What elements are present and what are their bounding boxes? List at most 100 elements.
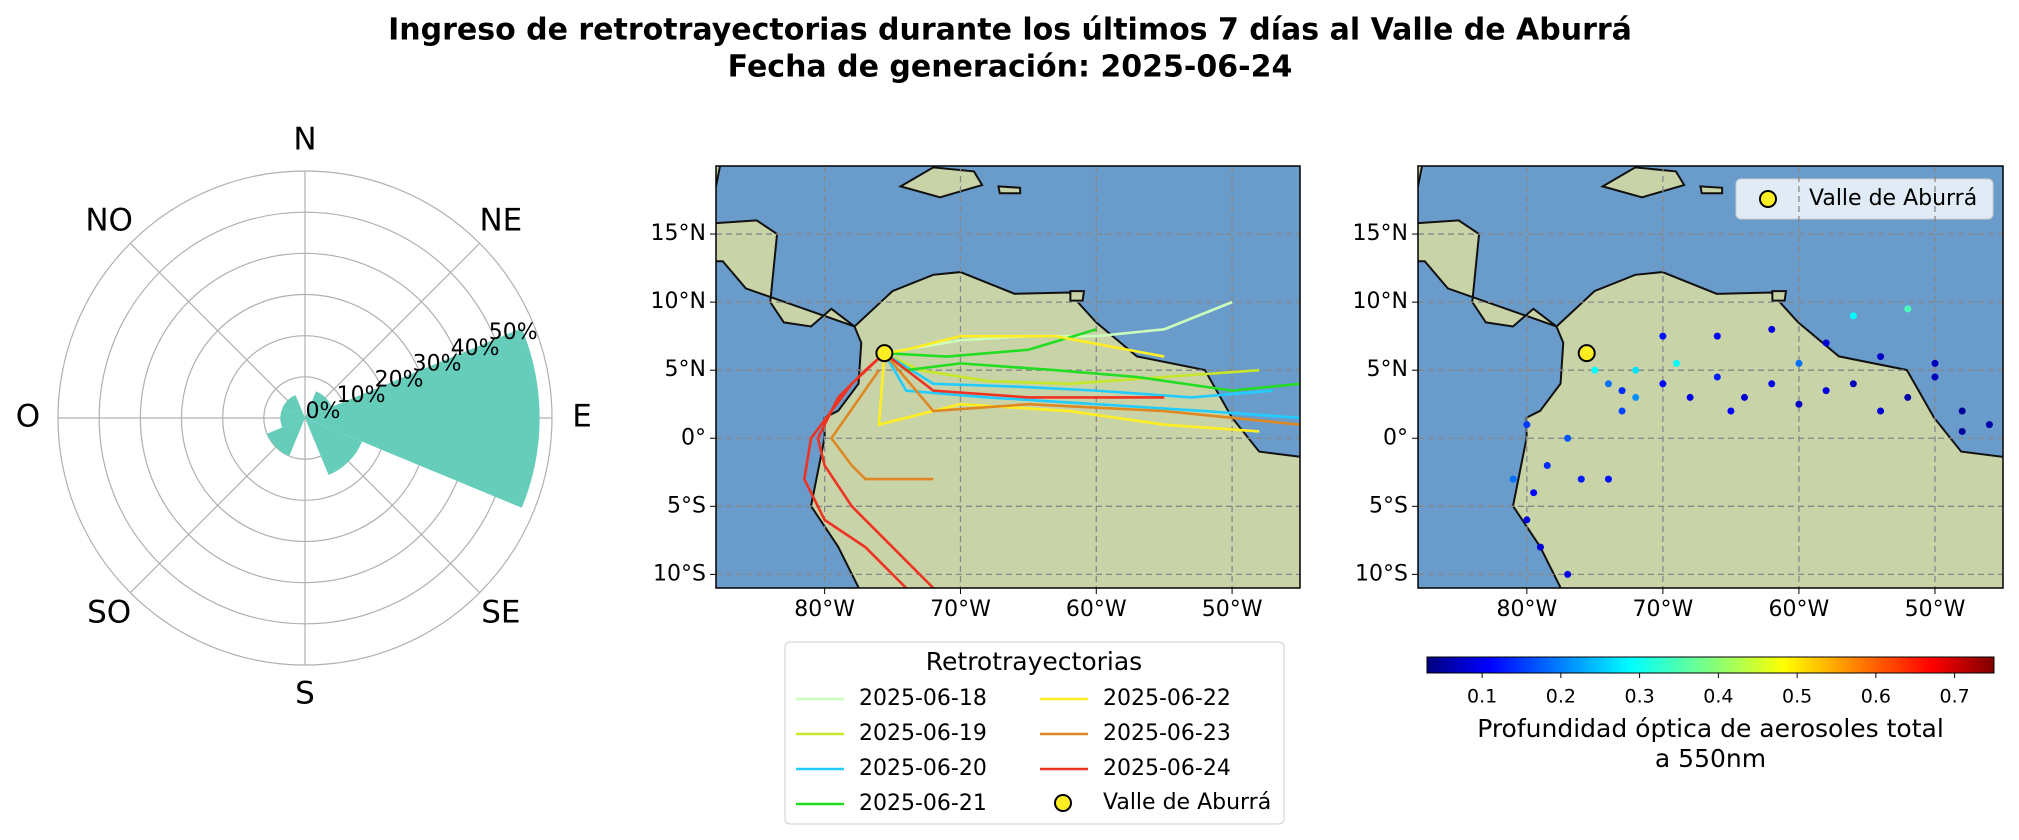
aod-point <box>1536 543 1544 551</box>
r-tick-label: 50% <box>489 320 538 345</box>
legend-marker <box>1054 794 1072 812</box>
legend-label: 2025-06-22 <box>1103 686 1231 711</box>
aod-point <box>1659 332 1667 340</box>
aod-point <box>1768 380 1776 388</box>
y-tick-label: 10°S <box>1355 561 1408 586</box>
frame <box>715 165 1301 589</box>
outer-ring <box>57 170 553 666</box>
aod-point <box>1577 475 1585 483</box>
aod-point <box>1604 475 1612 483</box>
r-tick-label: 0% <box>306 399 341 424</box>
aod-point <box>1713 373 1721 381</box>
aod-point <box>1904 305 1912 313</box>
y-tick-label: 15°N <box>1353 221 1408 246</box>
direction-label: NO <box>85 203 133 239</box>
aod-point <box>1877 353 1885 361</box>
trajectory <box>883 352 1260 386</box>
aod-point <box>1931 373 1939 381</box>
legend-label: 2025-06-18 <box>859 686 987 711</box>
plot-area <box>1418 166 2003 588</box>
aod-point <box>1543 461 1551 469</box>
colorbar-label: Profundidad óptica de aerosoles total <box>1477 714 1944 743</box>
frame <box>1417 165 2004 589</box>
y-tick-label: 5°N <box>1367 357 1408 382</box>
aod-point <box>1849 312 1857 320</box>
aod-point <box>1713 332 1721 340</box>
aod-point <box>1604 380 1612 388</box>
x-tick-label: 80°W <box>1496 597 1557 622</box>
y-tick-label: 5°N <box>665 357 706 382</box>
aod-point <box>1849 380 1857 388</box>
aod-point <box>1591 366 1599 374</box>
legend-box <box>1735 178 1994 220</box>
aod-point <box>1530 489 1538 497</box>
y-tick-label: 0° <box>681 425 706 450</box>
aod-point <box>1727 407 1735 415</box>
legend-label: Valle de Aburrá <box>1809 186 1977 211</box>
plot-area <box>716 166 1300 588</box>
colorbar <box>1426 656 1995 674</box>
aod-point <box>1985 421 1993 429</box>
direction-label: SO <box>87 594 131 630</box>
site-marker <box>1577 344 1596 363</box>
sector-bar <box>305 328 540 508</box>
trajectory <box>877 334 1260 433</box>
y-tick-label: 10°N <box>1353 289 1408 314</box>
aod-point <box>1618 407 1626 415</box>
aod-point <box>1523 516 1531 524</box>
aod-point <box>1632 366 1640 374</box>
colorbar-tick-label: 0.5 <box>1782 686 1812 708</box>
site-marker <box>875 344 894 363</box>
trajectory <box>883 352 1300 420</box>
aod-point <box>1632 393 1640 401</box>
aod-point <box>1877 407 1885 415</box>
x-tick-label: 80°W <box>794 597 855 622</box>
title: Ingreso de retrotrayectorias durante los… <box>388 13 1632 48</box>
aod-point <box>1523 421 1531 429</box>
aod-point <box>1768 325 1776 333</box>
y-tick-label: 5°S <box>667 493 706 518</box>
direction-label: NE <box>479 203 522 239</box>
aod-point <box>1741 393 1749 401</box>
r-tick-label: 40% <box>451 336 500 361</box>
colorbar-tick-label: 0.1 <box>1467 686 1497 708</box>
aod-point <box>1795 359 1803 367</box>
x-tick-label: 70°W <box>930 597 991 622</box>
aod-point <box>1659 380 1667 388</box>
colorbar-tick-label: 0.6 <box>1861 686 1891 708</box>
legend-title: Retrotrayectorias <box>926 647 1142 676</box>
direction-label: S <box>295 676 315 712</box>
sector-bar <box>305 391 332 418</box>
legend-box <box>784 641 1285 825</box>
aod-point <box>1564 434 1572 442</box>
aod-point <box>1904 393 1912 401</box>
trajectory <box>802 352 1165 588</box>
legend-marker <box>1759 190 1777 208</box>
direction-label: SE <box>481 594 520 630</box>
r-tick-label: 20% <box>375 367 424 392</box>
aod-point <box>1931 359 1939 367</box>
sector-bar <box>305 418 363 476</box>
sector-bar <box>266 418 305 457</box>
x-tick-label: 70°W <box>1633 597 1694 622</box>
r-tick-label: 30% <box>413 352 462 377</box>
colorbar-tick-label: 0.7 <box>1940 686 1970 708</box>
colorbar-tick-label: 0.2 <box>1546 686 1576 708</box>
aod-point <box>1618 387 1626 395</box>
trajectory <box>829 352 1300 481</box>
map-1 <box>716 166 1300 588</box>
aod-point <box>1958 427 1966 435</box>
aod-point <box>1672 359 1680 367</box>
colorbar-tick-label: 0.3 <box>1625 686 1655 708</box>
aod-point <box>1564 570 1572 578</box>
aod-point <box>1822 339 1830 347</box>
x-tick-label: 60°W <box>1066 597 1127 622</box>
direction-label: N <box>293 122 316 158</box>
x-tick-label: 50°W <box>1202 597 1263 622</box>
aod-point <box>1822 387 1830 395</box>
y-tick-label: 5°S <box>1369 493 1408 518</box>
y-tick-label: 10°S <box>653 561 706 586</box>
y-tick-label: 10°N <box>651 289 706 314</box>
legend-label: 2025-06-21 <box>859 791 987 816</box>
